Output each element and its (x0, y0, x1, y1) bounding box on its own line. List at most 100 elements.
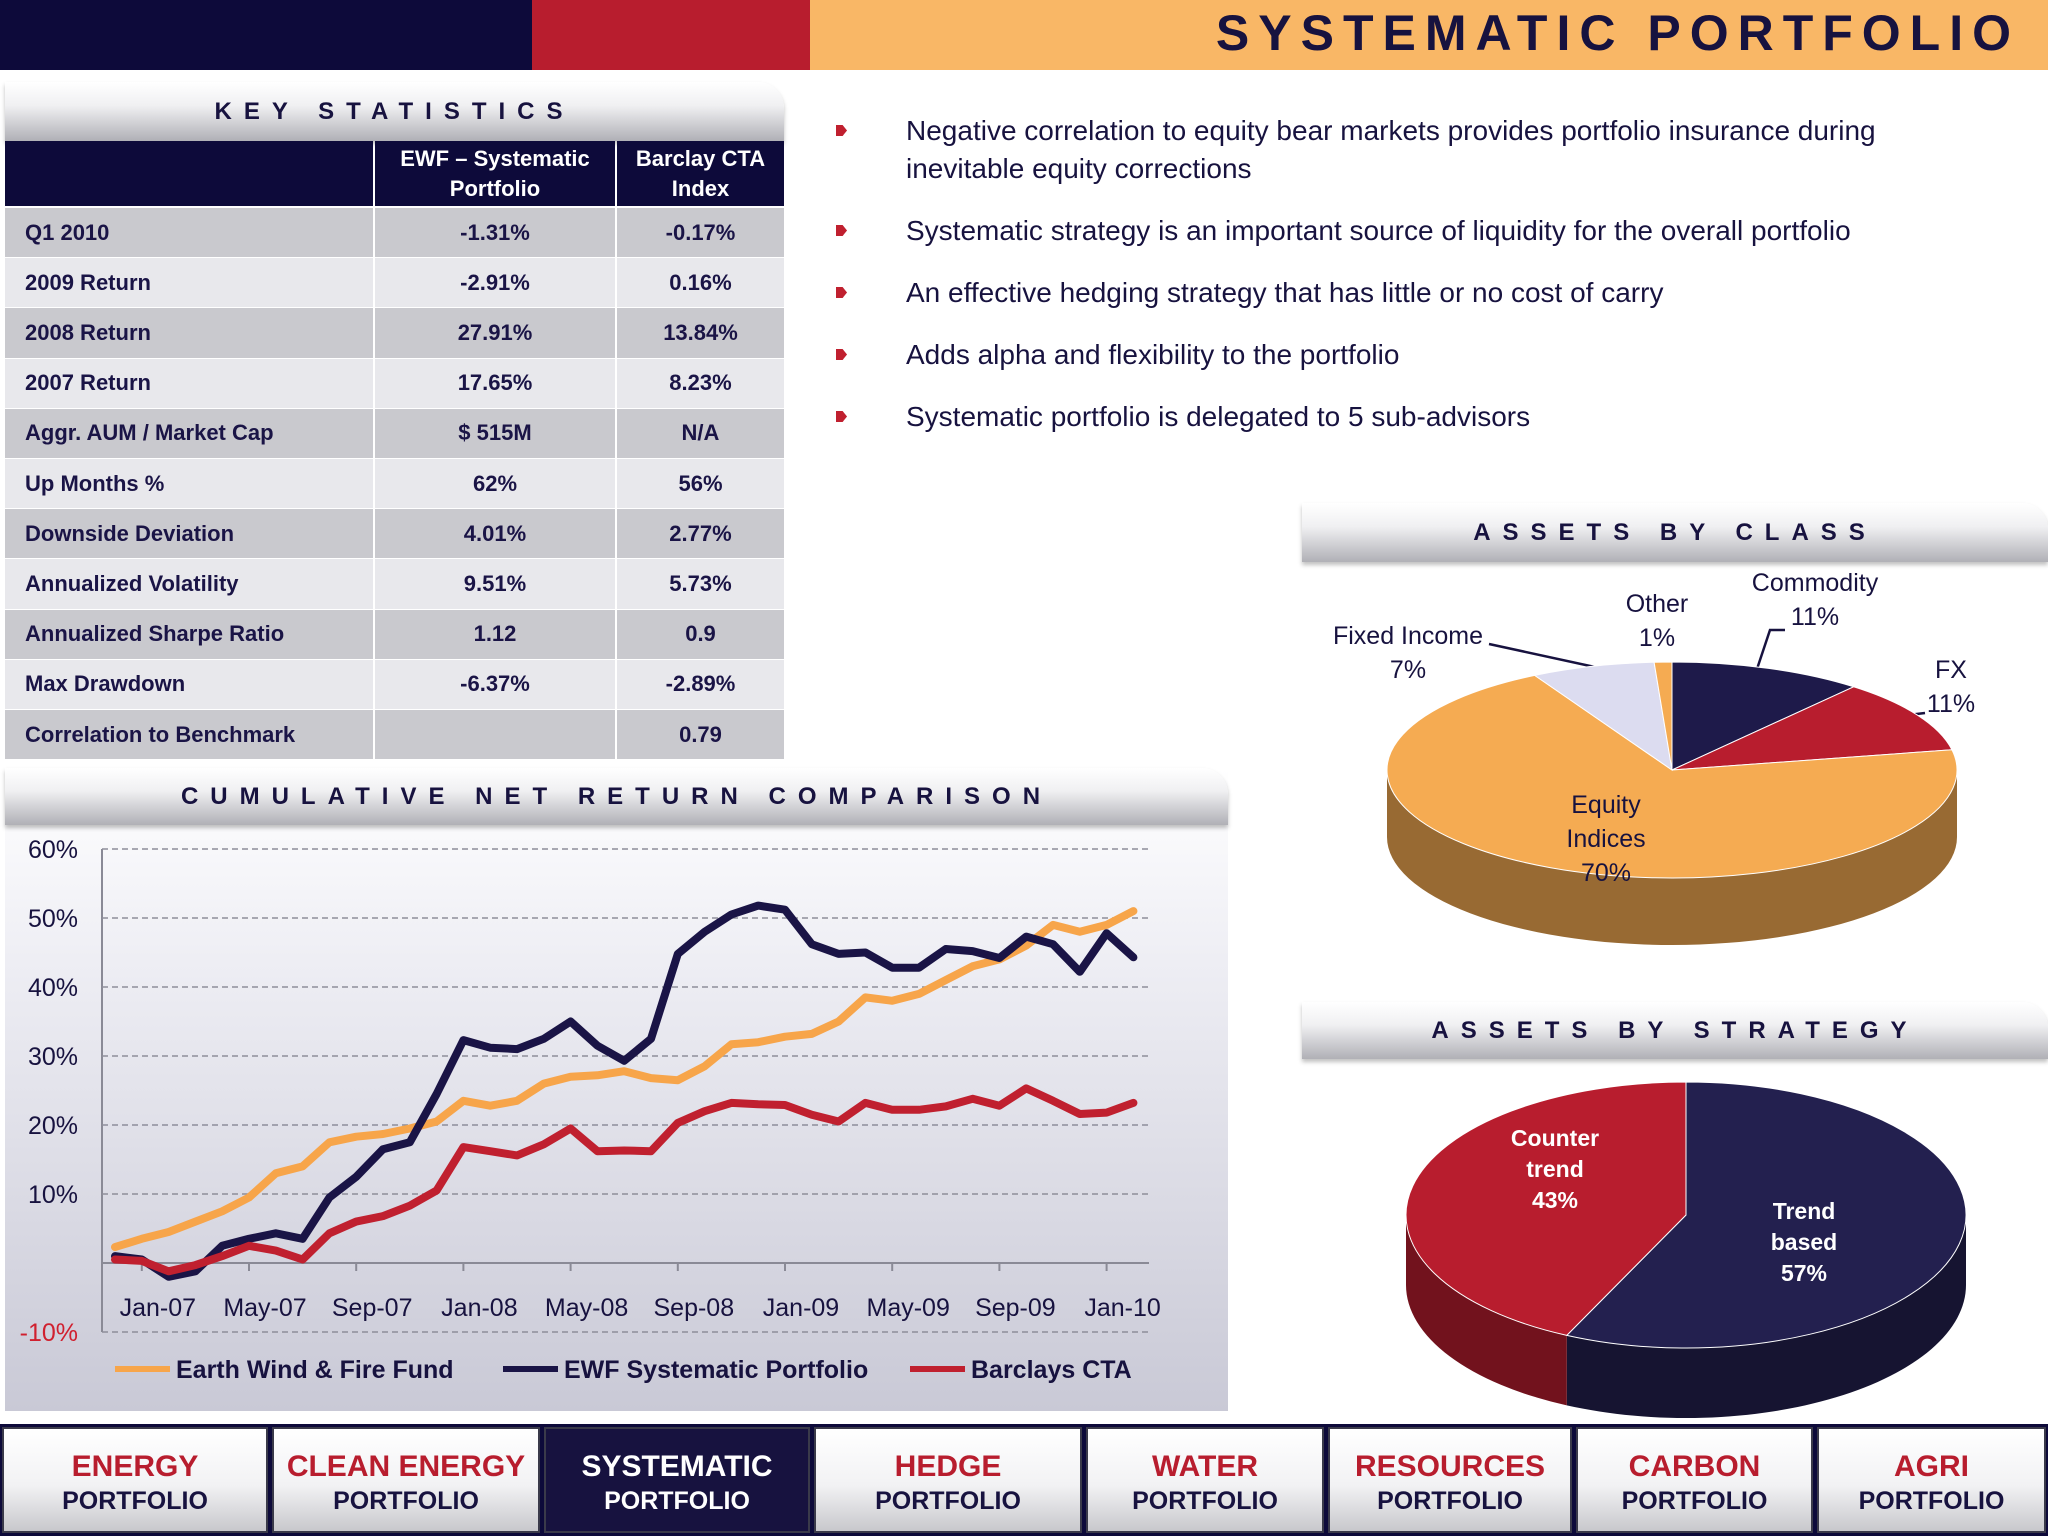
x-tick-label: Jan-07 (120, 1294, 196, 1322)
table-cell: 9.51% (375, 559, 615, 609)
nav-button[interactable]: WATER PORTFOLIO (1086, 1427, 1324, 1533)
table-cell: 13.84% (617, 308, 784, 358)
bullet: Systematic portfolio is delegated to 5 s… (836, 398, 1966, 436)
pie-label-value: 43% (1531, 1187, 1579, 1213)
nav-button[interactable]: HEDGE PORTFOLIO (814, 1427, 1082, 1533)
pie-label: Equity Indices 70% (1551, 788, 1661, 890)
row-label: Up Months % (5, 459, 373, 509)
nav-bottom: PORTFOLIO (1858, 1487, 2005, 1515)
pie-label-name: FX (1935, 656, 1967, 684)
bullet-icon (836, 349, 847, 360)
pie-slice (1671, 686, 1953, 771)
y-tick-label: 40% (28, 974, 78, 1002)
x-tick-label: Sep-07 (332, 1294, 413, 1322)
table-cell: -0.17% (617, 208, 784, 258)
pie-label-name: Counter trend (1510, 1125, 1600, 1182)
table-cell: 8.23% (617, 358, 784, 408)
x-tick-label: May-09 (867, 1294, 950, 1322)
bullet-text: Adds alpha and flexibility to the portfo… (906, 339, 1400, 370)
table-cell: -6.37% (375, 659, 615, 709)
pie-slice (1405, 1081, 1687, 1336)
pie-label-value: 11% (1926, 690, 1976, 718)
row-label: 2007 Return (5, 358, 373, 408)
row-label: Correlation to Benchmark (5, 710, 373, 760)
bullet-text: Systematic portfolio is delegated to 5 s… (906, 401, 1531, 432)
bullet-list: Negative correlation to equity bear mark… (836, 112, 1966, 460)
pie-slice-side (1387, 770, 1957, 945)
table-cell: 2.77% (617, 509, 784, 559)
y-tick-label: 50% (28, 905, 78, 933)
header-bar (810, 0, 2048, 70)
x-tick-label: Jan-10 (1084, 1294, 1160, 1322)
nav-top: RESOURCES (1354, 1450, 1546, 1483)
table-cell: $ 515M (375, 408, 615, 458)
series-line (111, 907, 1138, 1252)
nav-top: CARBON (1628, 1450, 1761, 1483)
nav-button[interactable]: AGRI PORTFOLIO (1817, 1427, 2046, 1533)
pie-label: Counter trend 43% (1505, 1123, 1605, 1216)
chart-title: ASSETS BY CLASS (1302, 503, 2048, 562)
pie-slice-side (1406, 1215, 1567, 1406)
table-cell: 62% (375, 459, 615, 509)
table-cell (375, 710, 615, 760)
nav-button[interactable]: ENERGY PORTFOLIO (2, 1427, 268, 1533)
nav-top: WATER (1151, 1450, 1259, 1483)
pie-label-value: 70% (1580, 859, 1632, 887)
row-label: Annualized Volatility (5, 559, 373, 609)
bullet: An effective hedging strategy that has l… (836, 274, 1966, 312)
pie-label-name: Trend based (1770, 1198, 1838, 1255)
nav-bar: ENERGY PORTFOLIO CLEAN ENERGY PORTFOLIO SYST… (0, 1424, 2048, 1536)
table-cell: 17.65% (375, 358, 615, 408)
bullet-icon (836, 287, 847, 298)
header-bar (532, 0, 810, 70)
nav-bottom: PORTFOLIO (604, 1487, 750, 1515)
legend-label: EWF Systematic Portfolio (564, 1356, 868, 1384)
y-tick-label: 10% (28, 1181, 78, 1209)
pie-label: Commodity 11% (1715, 566, 1915, 634)
nav-top: AGRI (1894, 1450, 1969, 1483)
x-tick-label: Sep-08 (653, 1294, 734, 1322)
bullet: Negative correlation to equity bear mark… (836, 112, 1966, 188)
pie-label-name: Other (1625, 590, 1689, 618)
row-label: Downside Deviation (5, 509, 373, 559)
page-title: SYSTEMATIC PORTFOLIO (1215, 5, 2020, 61)
row-label: Annualized Sharpe Ratio (5, 609, 373, 659)
row-label: Aggr. AUM / Market Cap (5, 408, 373, 458)
table-cell: 0.79 (617, 710, 784, 760)
table-cell: 0.16% (617, 258, 784, 308)
pie-label: Other 1% (1597, 587, 1717, 655)
series-line (111, 901, 1138, 1281)
nav-button[interactable]: SYSTEMATIC PORTFOLIO (544, 1427, 810, 1533)
row-label: Max Drawdown (5, 659, 373, 709)
y-tick-label: 60% (28, 836, 78, 864)
x-tick-label: Sep-09 (975, 1294, 1056, 1322)
nav-top: HEDGE (894, 1450, 1002, 1483)
bullet: Adds alpha and flexibility to the portfo… (836, 336, 1966, 374)
nav-bottom: PORTFOLIO (62, 1487, 208, 1515)
nav-bottom: PORTFOLIO (1621, 1487, 1768, 1515)
nav-bottom: PORTFOLIO (875, 1487, 1021, 1515)
x-tick-label: May-07 (223, 1294, 306, 1322)
nav-button[interactable]: RESOURCES PORTFOLIO (1328, 1427, 1572, 1533)
table-cell: -2.91% (375, 258, 615, 308)
nav-button[interactable]: CLEAN ENERGY PORTFOLIO (272, 1427, 540, 1533)
table-cell: 0.9 (617, 609, 784, 659)
y-tick-label: 20% (28, 1112, 78, 1140)
legend-label: Earth Wind & Fire Fund (176, 1356, 454, 1384)
stats-table: EWF – Systematic Portfolio Barclay CTA In… (5, 141, 784, 760)
pie-label-name: Fixed Income (1332, 622, 1484, 650)
x-tick-label: May-08 (545, 1294, 628, 1322)
x-tick-label: Jan-09 (763, 1294, 839, 1322)
leader-line (1755, 628, 1785, 670)
nav-top: CLEAN ENERGY (286, 1450, 526, 1483)
nav-button[interactable]: CARBON PORTFOLIO (1576, 1427, 1813, 1533)
bullet: Systematic strategy is an important sour… (836, 212, 1966, 250)
column-header: EWF – Systematic Portfolio (375, 141, 615, 206)
header-bar (0, 0, 532, 70)
table-cell: 1.12 (375, 609, 615, 659)
nav-bottom: PORTFOLIO (1132, 1487, 1278, 1515)
series-line (111, 1084, 1138, 1276)
bullet-icon (836, 225, 847, 236)
pie-slice (1565, 1081, 1967, 1349)
